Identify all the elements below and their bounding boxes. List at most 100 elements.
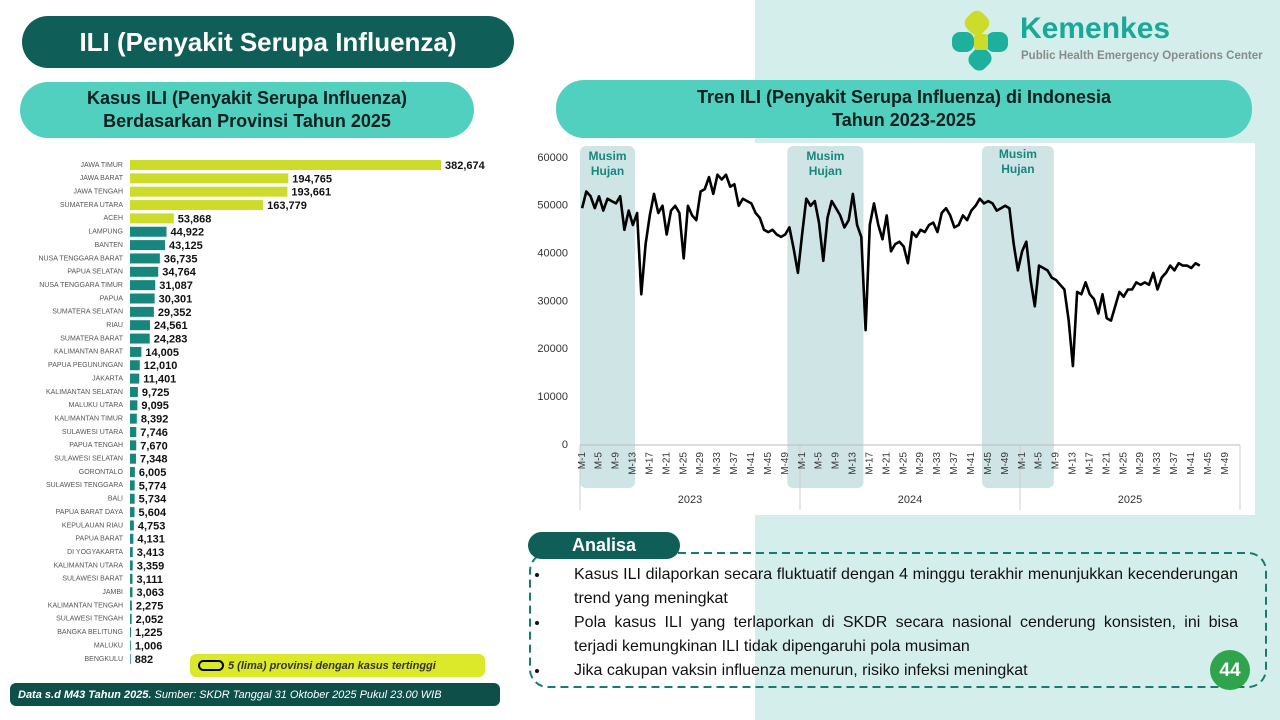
x-tick-label: M-25 bbox=[898, 452, 909, 475]
y-tick-label: 10000 bbox=[537, 391, 568, 403]
value-label: 29,352 bbox=[158, 307, 192, 319]
season-label: Musim Hujan bbox=[806, 149, 845, 178]
bar bbox=[130, 547, 133, 558]
analysis-title: Analisa bbox=[528, 532, 680, 559]
value-label: 9,725 bbox=[142, 387, 170, 399]
y-tick-label: 40000 bbox=[537, 248, 568, 260]
page-number: 44 bbox=[1219, 660, 1241, 681]
category-label: MALUKU UTARA bbox=[69, 402, 124, 409]
x-tick-label: M-13 bbox=[848, 452, 859, 475]
bar bbox=[130, 507, 135, 518]
value-label: 7,746 bbox=[140, 427, 168, 439]
category-label: JAMBI bbox=[102, 589, 123, 596]
x-tick-label: M-37 bbox=[729, 452, 740, 475]
logo-name: Kemenkes bbox=[1020, 12, 1171, 45]
value-label: 8,392 bbox=[141, 414, 169, 426]
bar bbox=[130, 427, 137, 437]
bar bbox=[130, 333, 150, 344]
category-label: SULAWESI UTARA bbox=[62, 429, 123, 436]
value-label: 3,359 bbox=[137, 560, 165, 572]
category-label: BANTEN bbox=[95, 242, 123, 249]
x-tick-label: M-41 bbox=[1186, 452, 1197, 475]
bar bbox=[130, 640, 131, 651]
x-tick-label: M-17 bbox=[864, 452, 875, 475]
x-tick-label: M-45 bbox=[763, 452, 774, 475]
footer-source: Sumber: SKDR Tanggal 31 Oktober 2025 Puk… bbox=[155, 689, 442, 701]
value-label: 34,764 bbox=[162, 267, 197, 279]
category-label: MALUKU bbox=[94, 642, 123, 649]
value-label: 14,005 bbox=[145, 347, 179, 359]
value-label: 24,561 bbox=[154, 320, 188, 332]
bar bbox=[130, 306, 154, 317]
category-label: KALIMANTAN SELATAN bbox=[46, 389, 123, 396]
bar bbox=[130, 493, 135, 504]
category-label: KEPULAUAN RIAU bbox=[62, 522, 123, 529]
bar bbox=[130, 653, 131, 664]
bar bbox=[130, 573, 133, 584]
value-label: 31,087 bbox=[159, 280, 193, 292]
line-chart-title: Tren ILI (Penyakit Serupa Influenza) di … bbox=[556, 80, 1252, 138]
category-label: KALIMANTAN BARAT bbox=[54, 349, 124, 356]
category-label: JAWA TENGAH bbox=[73, 189, 123, 196]
category-label: ACEH bbox=[104, 215, 123, 222]
bar bbox=[130, 520, 134, 531]
bar bbox=[130, 413, 137, 424]
bar bbox=[130, 440, 137, 451]
value-label: 9,095 bbox=[141, 400, 169, 412]
legend-icon bbox=[198, 660, 224, 671]
category-label: PAPUA PEGUNUNGAN bbox=[48, 362, 123, 369]
category-label: PAPUA BARAT bbox=[75, 536, 123, 543]
bar bbox=[130, 533, 134, 544]
category-label: RIAU bbox=[106, 322, 123, 329]
bar bbox=[130, 560, 133, 571]
x-tick-label: M-41 bbox=[966, 452, 977, 475]
value-label: 882 bbox=[135, 654, 153, 666]
value-label: 43,125 bbox=[169, 240, 203, 252]
bar bbox=[130, 213, 174, 224]
x-tick-label: M-33 bbox=[1152, 452, 1163, 475]
bar bbox=[130, 373, 140, 384]
bar bbox=[130, 160, 441, 170]
x-tick-label: M-33 bbox=[932, 452, 943, 475]
value-label: 3,063 bbox=[136, 587, 164, 599]
footer-highlight: Data s.d M43 Tahun 2025. bbox=[18, 689, 151, 701]
value-label: 4,753 bbox=[138, 520, 166, 532]
x-tick-label: M-25 bbox=[1118, 452, 1129, 475]
value-label: 382,674 bbox=[445, 160, 486, 172]
value-label: 53,868 bbox=[178, 213, 212, 225]
y-tick-label: 20000 bbox=[537, 343, 568, 355]
x-tick-label: M-25 bbox=[678, 452, 689, 475]
bar bbox=[130, 293, 155, 304]
value-label: 5,604 bbox=[139, 507, 167, 519]
x-tick-label: M-13 bbox=[628, 452, 639, 475]
analysis-title-text: Analisa bbox=[571, 535, 637, 555]
category-label: PAPUA SELATAN bbox=[67, 269, 123, 276]
bar bbox=[130, 587, 133, 598]
y-tick-label: 30000 bbox=[537, 295, 568, 307]
category-label: PAPUA bbox=[100, 295, 124, 302]
header: ILI (Penyakit Serupa Influenza) bbox=[22, 16, 514, 68]
category-label: DI YOGYAKARTA bbox=[67, 549, 123, 556]
category-label: KALIMANTAN TIMUR bbox=[55, 415, 123, 422]
category-label: SUMATERA UTARA bbox=[60, 202, 123, 209]
bar bbox=[130, 386, 138, 397]
value-label: 1,006 bbox=[135, 641, 163, 653]
bar bbox=[130, 173, 289, 184]
x-tick-label: M-5 bbox=[594, 452, 605, 470]
category-label: KALIMANTAN UTARA bbox=[54, 562, 124, 569]
category-label: SULAWESI SELATAN bbox=[54, 456, 123, 463]
x-tick-label: M-41 bbox=[746, 452, 757, 475]
category-label: BANGKA BELITUNG bbox=[57, 629, 123, 636]
x-tick-label: M-29 bbox=[695, 452, 706, 475]
category-label: JAKARTA bbox=[92, 375, 123, 382]
footer-bar bbox=[10, 683, 500, 706]
bar bbox=[130, 600, 132, 611]
x-group-label: 2024 bbox=[898, 494, 922, 506]
x-tick-label: M-1 bbox=[577, 452, 588, 470]
logo-mark bbox=[952, 10, 1008, 71]
x-tick-label: M-37 bbox=[1169, 452, 1180, 475]
bar bbox=[130, 467, 135, 478]
category-label: SULAWESI BARAT bbox=[62, 576, 123, 583]
season-label: Musim Hujan bbox=[998, 147, 1037, 176]
value-label: 2,275 bbox=[136, 600, 164, 612]
